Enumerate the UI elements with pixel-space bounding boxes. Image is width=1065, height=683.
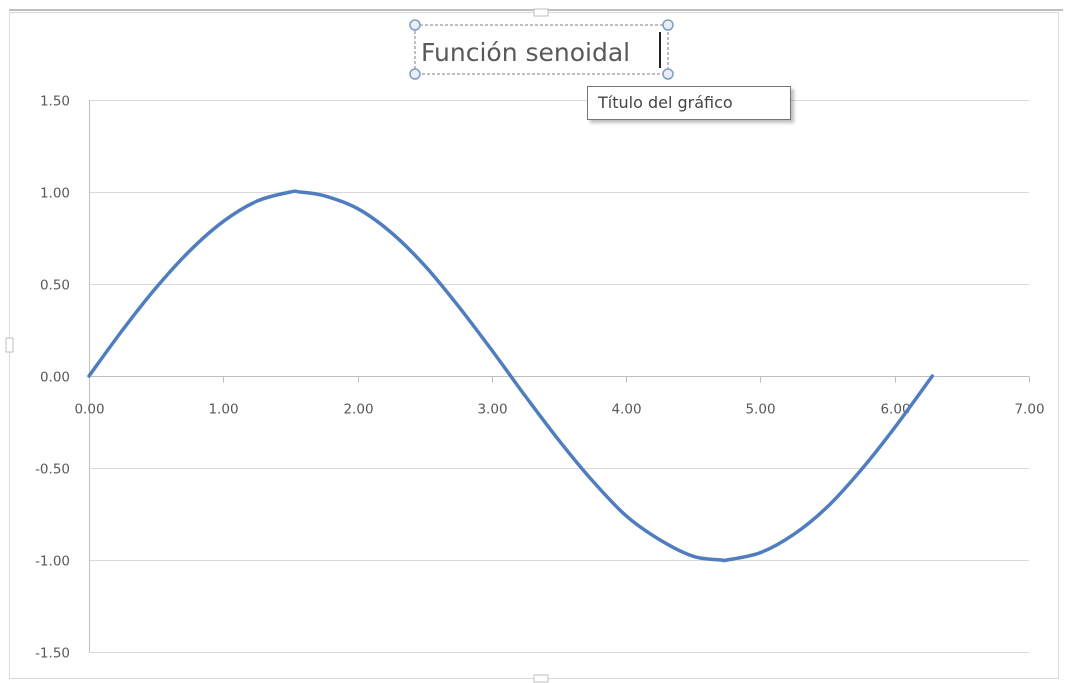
x-tick-label: 4.00 [611,402,641,418]
y-tick-label: 0.00 [40,370,70,386]
frame-handle-left[interactable] [5,337,14,353]
tooltip: Título del gráfico [587,86,791,120]
text-cursor [659,32,661,68]
resize-handle-top-right[interactable] [662,19,674,31]
resize-handle-bottom-left[interactable] [409,68,421,80]
x-tick-label: 1.00 [208,402,238,418]
x-tick-label: 5.00 [745,402,775,418]
x-tick-label: 0.00 [74,402,104,418]
resize-handle-bottom-right[interactable] [662,68,674,80]
gridlines [89,100,1029,653]
frame-handle-top[interactable] [533,8,549,17]
x-tick-labels: 0.00 1.00 2.00 3.00 4.00 5.00 6.00 7.00 [74,402,1044,418]
y-tick-label: 1.50 [40,94,70,110]
chart-title-selection[interactable]: Función senoidal [409,19,674,80]
series-layer[interactable] [87,189,935,563]
y-tick-label: 0.50 [40,278,70,294]
y-tick-label: 1.00 [40,186,70,202]
title-selection-frame[interactable] [414,24,669,75]
y-tick-label: -1.50 [35,646,70,662]
series-line[interactable] [87,189,935,563]
chart-area-border [9,12,1059,679]
x-tick-label: 3.00 [477,402,507,418]
resize-handle-top-left[interactable] [409,19,421,31]
x-tick-label: 2.00 [343,402,373,418]
y-tick-label: -0.50 [35,462,70,478]
chart-title[interactable]: Función senoidal [421,38,630,67]
y-tick-labels: 1.50 1.00 0.50 0.00 -0.50 -1.00 -1.50 [35,94,70,662]
y-tick-label: -1.00 [35,554,70,570]
frame-handle-bottom[interactable] [533,674,549,683]
x-tick-label: 7.00 [1014,402,1044,418]
